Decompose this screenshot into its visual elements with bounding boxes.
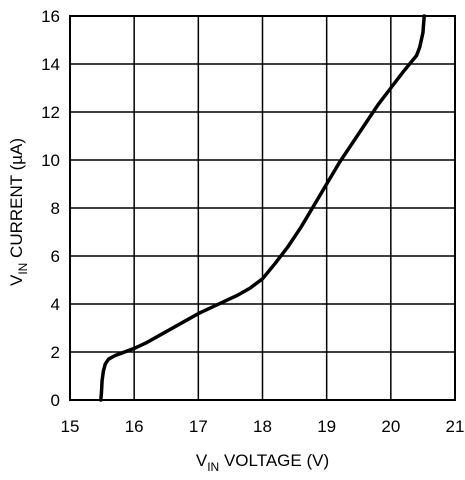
y-tick-label: 16 [41,7,60,26]
series-line [99,14,426,402]
x-tick-label: 21 [446,417,465,436]
x-tick-label: 19 [317,417,336,436]
x-axis-title-prefix: V [196,451,208,470]
x-tick-label: 15 [61,417,80,436]
plot-frame [69,15,456,401]
y-tick-label: 6 [51,247,60,266]
x-axis-title-suffix: VOLTAGE (V) [219,451,329,470]
y-tick-label: 2 [51,343,60,362]
y-tick-label: 8 [51,199,60,218]
y-tick-label: 4 [51,295,60,314]
x-tick-label: 16 [125,417,144,436]
y-tick-label: 0 [51,391,60,410]
y-axis-title-subscript: IN [16,263,30,275]
x-tick-labels: 15 16 17 18 19 20 21 [61,417,465,436]
y-tick-labels: 0 2 4 6 8 10 12 14 16 [41,7,60,410]
y-axis-title-prefix: V [7,274,26,286]
x-tick-label: 20 [381,417,400,436]
y-tick-label: 10 [41,151,60,170]
y-tick-label: 12 [41,103,60,122]
x-axis-title-subscript: IN [207,460,219,474]
y-axis-title: VIN CURRENT (µA) [7,138,30,286]
x-tick-label: 18 [253,417,272,436]
x-tick-label: 17 [189,417,208,436]
y-axis-title-suffix: CURRENT (µA) [7,138,26,263]
y-tick-label: 14 [41,55,60,74]
x-axis-title: VIN VOLTAGE (V) [196,451,329,474]
